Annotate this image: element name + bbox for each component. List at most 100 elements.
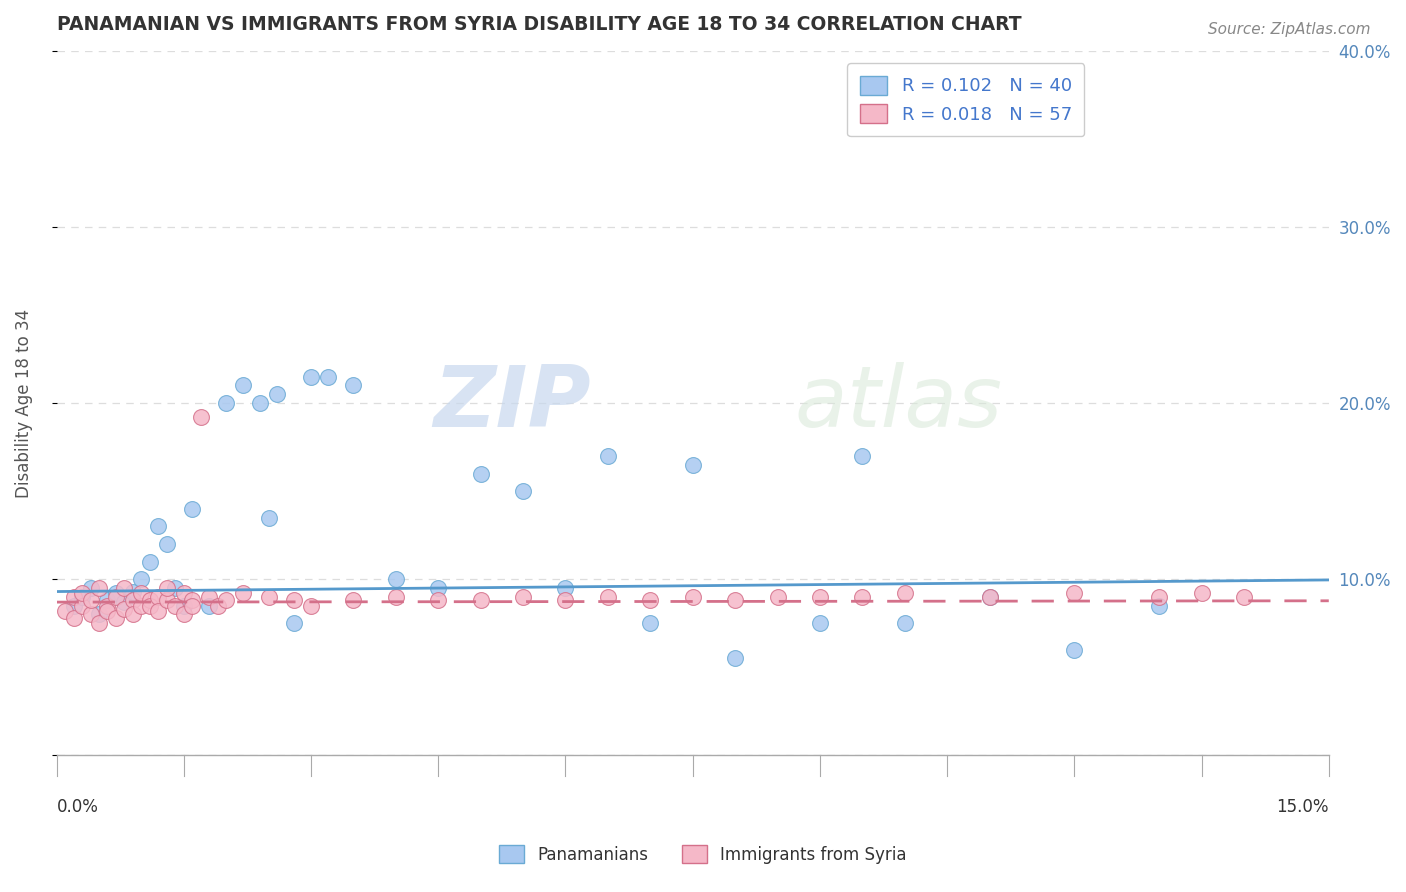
Point bbox=[299, 599, 322, 613]
Point bbox=[851, 449, 873, 463]
Point bbox=[470, 593, 492, 607]
Point bbox=[724, 593, 747, 607]
Point bbox=[104, 590, 127, 604]
Point bbox=[139, 593, 162, 607]
Point bbox=[979, 590, 1001, 604]
Point bbox=[215, 396, 238, 410]
Point bbox=[148, 590, 170, 604]
Point bbox=[385, 572, 408, 586]
Point bbox=[96, 604, 118, 618]
Point bbox=[1147, 599, 1170, 613]
Point bbox=[257, 510, 280, 524]
Point bbox=[70, 590, 93, 604]
Text: 0.0%: 0.0% bbox=[56, 797, 98, 815]
Point bbox=[249, 396, 271, 410]
Point bbox=[257, 590, 280, 604]
Point bbox=[682, 590, 704, 604]
Point bbox=[299, 369, 322, 384]
Point bbox=[173, 607, 195, 622]
Point bbox=[156, 593, 179, 607]
Point bbox=[215, 593, 238, 607]
Point bbox=[79, 581, 101, 595]
Point bbox=[851, 590, 873, 604]
Point bbox=[427, 581, 450, 595]
Point bbox=[766, 590, 789, 604]
Point bbox=[316, 369, 339, 384]
Point bbox=[79, 593, 101, 607]
Point bbox=[1191, 586, 1213, 600]
Text: Source: ZipAtlas.com: Source: ZipAtlas.com bbox=[1208, 22, 1371, 37]
Point bbox=[53, 604, 76, 618]
Point bbox=[198, 599, 221, 613]
Point bbox=[70, 586, 93, 600]
Point bbox=[979, 590, 1001, 604]
Point bbox=[87, 616, 110, 631]
Point bbox=[181, 501, 204, 516]
Point bbox=[808, 590, 831, 604]
Point bbox=[190, 410, 212, 425]
Point bbox=[554, 593, 576, 607]
Point bbox=[893, 586, 915, 600]
Point bbox=[165, 599, 187, 613]
Point bbox=[232, 378, 254, 392]
Point bbox=[1063, 586, 1085, 600]
Text: 15.0%: 15.0% bbox=[1277, 797, 1329, 815]
Point bbox=[165, 581, 187, 595]
Point bbox=[596, 590, 619, 604]
Point bbox=[640, 616, 662, 631]
Point bbox=[283, 593, 305, 607]
Point bbox=[104, 586, 127, 600]
Point bbox=[87, 607, 110, 622]
Point bbox=[512, 484, 534, 499]
Point bbox=[70, 599, 93, 613]
Point bbox=[173, 599, 195, 613]
Point bbox=[181, 599, 204, 613]
Point bbox=[62, 590, 84, 604]
Point bbox=[148, 519, 170, 533]
Point bbox=[808, 616, 831, 631]
Point bbox=[139, 555, 162, 569]
Point bbox=[207, 599, 229, 613]
Point bbox=[62, 599, 84, 613]
Legend: Panamanians, Immigrants from Syria: Panamanians, Immigrants from Syria bbox=[492, 838, 914, 871]
Point bbox=[554, 581, 576, 595]
Point bbox=[87, 581, 110, 595]
Point bbox=[114, 595, 136, 609]
Point bbox=[181, 593, 204, 607]
Point bbox=[470, 467, 492, 481]
Point bbox=[512, 590, 534, 604]
Point bbox=[131, 572, 153, 586]
Point bbox=[640, 593, 662, 607]
Text: ZIP: ZIP bbox=[433, 361, 591, 444]
Point bbox=[104, 611, 127, 625]
Point bbox=[232, 586, 254, 600]
Point bbox=[114, 602, 136, 616]
Point bbox=[173, 586, 195, 600]
Text: PANAMANIAN VS IMMIGRANTS FROM SYRIA DISABILITY AGE 18 TO 34 CORRELATION CHART: PANAMANIAN VS IMMIGRANTS FROM SYRIA DISA… bbox=[56, 15, 1021, 34]
Point bbox=[427, 593, 450, 607]
Legend: R = 0.102   N = 40, R = 0.018   N = 57: R = 0.102 N = 40, R = 0.018 N = 57 bbox=[848, 63, 1084, 136]
Point bbox=[139, 599, 162, 613]
Point bbox=[96, 593, 118, 607]
Point bbox=[62, 611, 84, 625]
Point bbox=[122, 607, 145, 622]
Point bbox=[156, 537, 179, 551]
Point bbox=[114, 581, 136, 595]
Point bbox=[266, 387, 288, 401]
Point bbox=[1233, 590, 1256, 604]
Text: atlas: atlas bbox=[794, 361, 1002, 444]
Point bbox=[131, 599, 153, 613]
Point bbox=[342, 378, 364, 392]
Point bbox=[893, 616, 915, 631]
Point bbox=[682, 458, 704, 472]
Point bbox=[79, 607, 101, 622]
Point bbox=[596, 449, 619, 463]
Point bbox=[148, 604, 170, 618]
Point bbox=[342, 593, 364, 607]
Point bbox=[156, 581, 179, 595]
Point bbox=[1063, 642, 1085, 657]
Point bbox=[96, 599, 118, 613]
Point bbox=[131, 586, 153, 600]
Point bbox=[724, 651, 747, 665]
Point bbox=[283, 616, 305, 631]
